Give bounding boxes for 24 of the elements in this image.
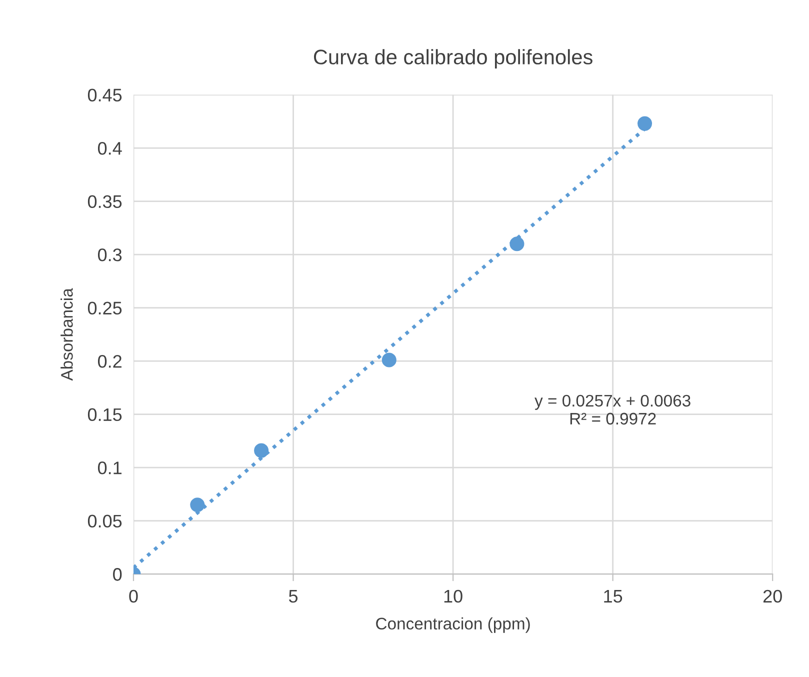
chart-title: Curva de calibrado polifenoles <box>314 49 592 69</box>
x-tick-label: 20 <box>763 590 782 603</box>
y-tick-label: 0.45 <box>88 88 122 102</box>
y-tick-label: 0.4 <box>98 142 122 155</box>
y-tick-label: 0.35 <box>88 195 122 208</box>
x-tick-label: 5 <box>288 590 298 603</box>
y-axis-title: Absorbancia <box>60 288 73 381</box>
y-tick-label: 0.1 <box>98 462 122 474</box>
y-tick-label: 0.05 <box>88 514 122 528</box>
x-tick-label: 0 <box>129 590 138 603</box>
x-tick-label: 10 <box>444 590 462 603</box>
x-tick-label: 15 <box>604 590 622 603</box>
point <box>382 352 396 368</box>
annotation: y = 0.0257x + 0.0063 R² = 0.9972 <box>534 394 690 425</box>
y-tick-label: 0.15 <box>88 408 122 422</box>
x-axis-title: Concentracion (ppm) <box>376 617 530 633</box>
y-tick-label: 0 <box>113 568 122 581</box>
y-tick-label: 0.3 <box>98 248 122 262</box>
point <box>254 443 269 458</box>
y-tick-label: 0.25 <box>88 302 122 315</box>
y-tick-label: 0.2 <box>98 355 122 368</box>
point <box>637 116 652 131</box>
point <box>510 236 524 252</box>
point <box>190 498 205 512</box>
